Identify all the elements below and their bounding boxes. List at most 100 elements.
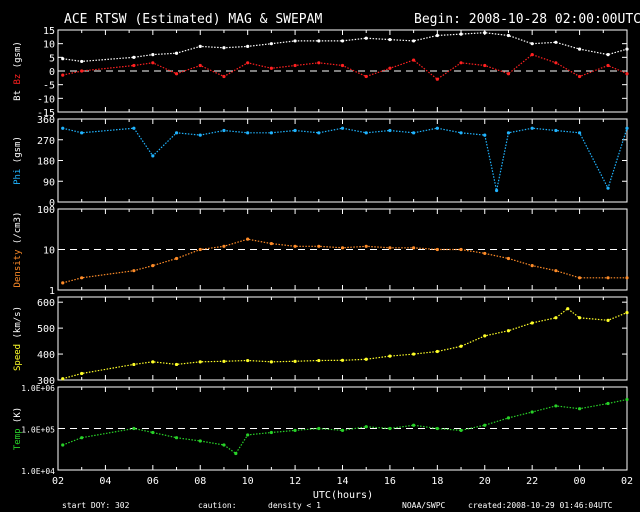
- panel-density: 100 10 1 Density (/cm3): [13, 205, 629, 297]
- data-point: [340, 126, 345, 130]
- x-axis: 02 04 06 08 10 12 14 16 18 20 22 00 02: [52, 476, 633, 487]
- data-point: [340, 39, 345, 43]
- data-point: [554, 269, 558, 273]
- data-point: [151, 61, 155, 65]
- data-point: [606, 318, 610, 322]
- data-point: [80, 69, 84, 73]
- data-point: [269, 131, 273, 135]
- data-point: [317, 131, 321, 135]
- y-tick-label: -5: [43, 81, 55, 92]
- data-point: [269, 42, 273, 46]
- data-point: [61, 73, 65, 77]
- y-axis-label-part: (K): [13, 407, 23, 429]
- y-tick-label: 600: [37, 298, 55, 309]
- data-point: [80, 371, 84, 376]
- series-trace: [62, 127, 628, 191]
- y-axis-label: Speed (km/s): [13, 306, 23, 371]
- data-point: [174, 72, 179, 76]
- series-trace: [62, 307, 628, 380]
- start-doy: start DOY: 302: [62, 501, 130, 510]
- data-point: [364, 357, 368, 361]
- data-point: [151, 154, 155, 158]
- data-point: [61, 126, 65, 130]
- y-tick-label: 90: [43, 177, 55, 188]
- data-point: [340, 358, 345, 362]
- data-point: [625, 276, 629, 280]
- data-point: [246, 433, 250, 437]
- data-point: [222, 443, 226, 447]
- series-trace: [62, 238, 627, 284]
- y-axis-label-part: Bz: [13, 74, 23, 85]
- data-point: [606, 276, 610, 280]
- y-axis-label-part: Temp: [13, 429, 23, 451]
- data-point: [364, 36, 368, 40]
- data-point: [459, 247, 463, 252]
- series-trace: [62, 32, 628, 63]
- data-point: [577, 276, 582, 280]
- data-point: [388, 354, 392, 358]
- panel-temp: 1.0E+06 1.0E+05 1.0E+04 Temp (K): [13, 384, 629, 476]
- chart-title: ACE RTSW (Estimated) MAG & SWEPAM: [64, 12, 322, 27]
- data-point: [198, 247, 202, 252]
- data-point: [483, 251, 487, 256]
- data-point: [80, 131, 84, 135]
- data-point: [174, 362, 179, 367]
- y-axis-label-part: Bt: [13, 90, 23, 101]
- x-tick-label: 02: [52, 476, 64, 487]
- y-axis-label: Phi (gsm): [13, 136, 23, 185]
- data-point: [364, 74, 368, 79]
- data-point: [606, 63, 610, 68]
- data-point: [198, 439, 202, 443]
- x-tick-label: 18: [431, 476, 443, 487]
- data-point: [625, 310, 629, 315]
- data-point: [222, 46, 226, 50]
- agency-label: NOAA/SWPC: [402, 501, 446, 510]
- data-point: [61, 281, 65, 285]
- series-trace: [62, 53, 628, 80]
- density-caution: density < 1: [268, 501, 321, 510]
- data-point: [388, 246, 392, 250]
- data-point: [293, 244, 297, 248]
- x-tick-label: 04: [99, 476, 111, 487]
- y-axis-label-part: (km/s): [13, 306, 23, 344]
- data-point: [222, 128, 226, 133]
- panel-speed: 600 500 400 300 Speed (km/s): [13, 296, 629, 387]
- x-tick-label: 22: [526, 476, 538, 487]
- data-point: [506, 416, 511, 420]
- panel-frame: [57, 118, 628, 203]
- data-point: [483, 133, 487, 137]
- data-point: [132, 426, 136, 431]
- data-point: [174, 256, 179, 261]
- data-point: [506, 329, 511, 333]
- data-point: [234, 451, 238, 456]
- panel-phi: 360 270 180 90 0 Phi (gsm): [13, 115, 629, 209]
- data-point: [606, 401, 610, 406]
- data-point: [61, 57, 65, 61]
- y-tick-label: 500: [37, 324, 55, 335]
- data-point: [459, 344, 463, 348]
- data-point: [269, 241, 273, 246]
- data-point: [530, 42, 534, 46]
- y-tick-label: 10: [43, 40, 55, 51]
- y-axis-label: Bt Bz (gsm): [13, 41, 23, 101]
- series-temp: [61, 397, 629, 456]
- data-point: [506, 256, 511, 261]
- data-point: [269, 360, 273, 364]
- data-point: [174, 51, 179, 55]
- data-point: [577, 74, 582, 79]
- data-point: [577, 316, 582, 320]
- y-tick-label: 10: [43, 246, 55, 257]
- data-point: [506, 72, 511, 76]
- caution-label: caution:: [198, 501, 237, 510]
- y-axis-label-part: (gsm): [13, 136, 23, 169]
- y-tick-label: 0: [49, 67, 55, 78]
- y-tick-label: -15: [37, 108, 55, 119]
- data-point: [61, 377, 65, 381]
- data-point: [132, 63, 136, 68]
- data-point: [317, 244, 321, 248]
- data-point: [151, 360, 155, 364]
- data-point: [554, 61, 558, 65]
- data-point: [554, 128, 558, 133]
- data-point: [80, 436, 84, 440]
